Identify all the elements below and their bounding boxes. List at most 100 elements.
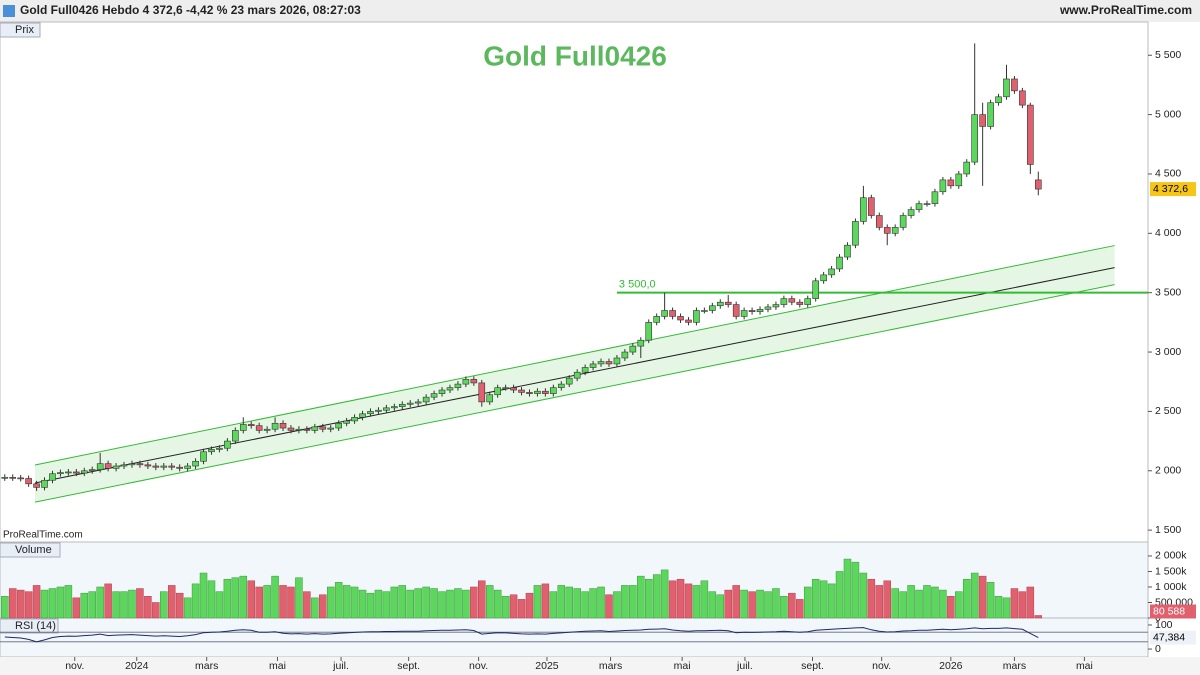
candle-body [534, 390, 541, 394]
volume-bar [676, 578, 685, 619]
candle-body [152, 465, 160, 468]
volume-bar [764, 591, 772, 619]
candle-body [605, 361, 613, 365]
volume-bar [581, 591, 589, 619]
volume-bar [8, 588, 17, 619]
volume-bar [605, 594, 613, 619]
volume-bar [923, 585, 931, 619]
x-tick-label: nov. [65, 660, 84, 672]
panel-label: Prix [15, 24, 34, 36]
volume-bar [803, 586, 812, 619]
candle-body [987, 102, 994, 127]
candle-body [462, 379, 470, 385]
candle-body [136, 463, 144, 466]
volume-bar [64, 585, 73, 619]
candle-body [637, 339, 645, 347]
y-tick-label: 3 000 [1155, 346, 1181, 358]
volume-bar [144, 596, 152, 619]
volume-bar [835, 571, 844, 619]
volume-bar [525, 592, 534, 619]
volume-bar [406, 589, 414, 619]
candle-body [740, 310, 748, 317]
candle-body [454, 383, 462, 388]
candle-body [239, 424, 247, 431]
candle-body [899, 215, 907, 228]
candle-body [852, 221, 859, 246]
volume-bar [152, 602, 160, 619]
candle-body [565, 377, 573, 385]
panel-label: Volume [15, 544, 52, 556]
x-tick-label: mars [599, 660, 622, 672]
y-tick-label: 1 000k [1155, 581, 1187, 593]
candle-body [915, 203, 923, 210]
candle-body [80, 470, 88, 474]
candle-body [494, 387, 501, 396]
candle-body [65, 471, 72, 474]
volume-bar [875, 585, 884, 619]
volume-bar [859, 572, 868, 619]
volume-bar [311, 597, 319, 619]
volume-bar [136, 588, 144, 619]
volume-bar [319, 594, 327, 619]
volume-bar [1010, 588, 1019, 619]
volume-bar [947, 596, 955, 619]
volume-bar [32, 585, 41, 619]
x-tick-label: 2025 [535, 660, 559, 672]
horizontal-line-label: 3 500,0 [619, 279, 656, 291]
y-tick-label: 2 000k [1155, 550, 1187, 562]
candle-body [550, 387, 557, 394]
candle-body [176, 466, 183, 469]
candle-body [120, 464, 128, 467]
volume-bar [756, 589, 764, 619]
volume-bar [303, 591, 311, 619]
candle-body [73, 471, 80, 474]
candle-body [208, 449, 215, 453]
volume-bar [883, 580, 891, 619]
volume-bar [183, 597, 192, 619]
volume-bar [724, 589, 732, 619]
candle-body [963, 161, 971, 175]
candle-body [947, 179, 955, 187]
candle-body [295, 428, 303, 431]
volume-bar [748, 591, 756, 619]
candle-body [104, 463, 112, 469]
candle-body [597, 361, 605, 365]
volume-bar [955, 591, 963, 619]
header-bar [0, 0, 1200, 22]
volume-bar [342, 585, 351, 619]
volume-bar [104, 583, 112, 619]
candle-body [96, 463, 104, 470]
panel-tag [0, 542, 61, 558]
y-tick-label: 5 000 [1155, 108, 1181, 120]
volume-bar [120, 591, 128, 619]
volume-bar [478, 580, 486, 619]
x-axis-bar [0, 657, 1200, 675]
volume-bar [382, 591, 391, 619]
x-tick-label: sept. [801, 660, 824, 672]
y-tick-label: 2 500 [1155, 405, 1181, 417]
volume-bar [295, 577, 303, 619]
volume-bar [1, 596, 9, 619]
volume-bar [907, 585, 915, 619]
candle-body [351, 417, 358, 422]
volume-bar [970, 572, 979, 619]
volume-bar [613, 591, 621, 619]
x-tick-label: sept. [397, 660, 420, 672]
volume-bar [167, 585, 176, 619]
last-value-box [1150, 604, 1196, 619]
volume-bar [199, 572, 208, 619]
candle-body [271, 422, 279, 430]
candle-body [716, 301, 724, 307]
volume-bar [239, 575, 248, 619]
y-tick-label: 0 [1155, 643, 1161, 655]
volume-bar [422, 586, 430, 619]
candle-body [112, 465, 120, 469]
candle-body [1011, 78, 1018, 92]
volume-bar [287, 586, 295, 619]
candle-body [49, 473, 56, 481]
candle-body [526, 392, 533, 394]
candle-body [128, 463, 136, 466]
volume-bar [72, 597, 81, 619]
x-tick-label: juil. [332, 660, 349, 672]
